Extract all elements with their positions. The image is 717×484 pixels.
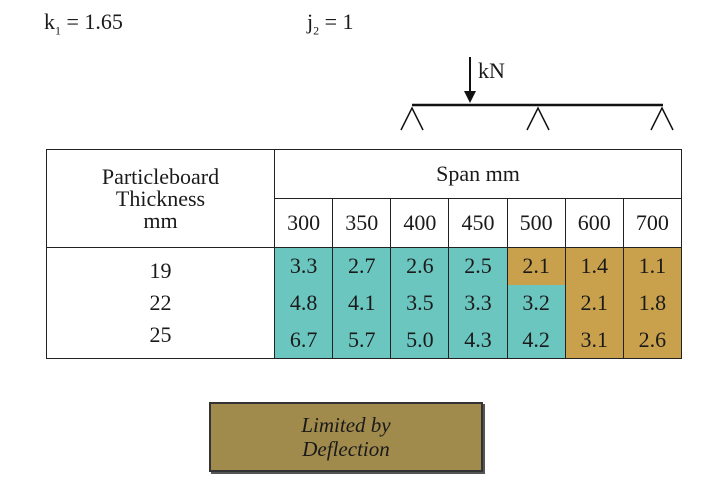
cell-19-300: 3.3	[273, 247, 334, 285]
support-left	[400, 106, 424, 131]
cell-19-600: 1.4	[564, 247, 624, 285]
beam-diagram	[400, 57, 674, 131]
table-row: 19 22 25 3.3 2.7 2.6 2.5 2.1 1.4 1.1	[46, 247, 683, 359]
thickness-22: 22	[149, 290, 172, 316]
span-header: Span mm	[274, 148, 682, 200]
span-400: 400	[390, 198, 450, 249]
cell-22-600: 2.1	[564, 284, 624, 322]
cell-25-300: 6.7	[273, 321, 334, 360]
span-700: 700	[622, 198, 683, 249]
legend-line2: Deflection	[302, 437, 390, 461]
span-table: Particleboard Thickness mm Span mm 300 3…	[46, 148, 683, 360]
span-350: 350	[332, 198, 392, 249]
thickness-19: 19	[149, 258, 172, 284]
cell-22-400: 3.5	[390, 284, 450, 322]
thickness-header: Particleboard Thickness mm	[46, 148, 275, 249]
thickness-25: 25	[149, 322, 172, 348]
cell-22-700: 1.8	[622, 284, 683, 322]
thickness-header-line3: mm	[143, 207, 178, 233]
cell-22-450: 3.3	[448, 284, 508, 322]
cell-25-350: 5.7	[332, 321, 392, 360]
cell-25-700: 2.6	[622, 321, 683, 360]
table-row: 4.8 4.1 3.5 3.3 3.2 2.1 1.8	[47, 284, 683, 322]
span-500: 500	[506, 198, 566, 249]
cell-22-350: 4.1	[332, 284, 392, 322]
load-arrow-head	[464, 91, 476, 103]
thickness-header-line2: Thickness	[115, 185, 206, 211]
table-row: 6.7 5.7 5.0 4.3 4.2 3.1 2.6	[47, 321, 683, 360]
cell-25-450: 4.3	[448, 321, 508, 360]
cell-19-350: 2.7	[332, 247, 392, 285]
load-unit-label: kN	[478, 58, 505, 83]
thickness-header-line1: Particleboard	[101, 163, 220, 189]
span-600: 600	[564, 198, 624, 249]
legend-line1: Limited by	[301, 413, 391, 437]
support-middle	[526, 106, 550, 131]
cell-25-400: 5.0	[390, 321, 450, 360]
cell-19-400: 2.6	[390, 247, 450, 285]
j2-factor: j2 = 1	[307, 9, 354, 38]
cell-25-500: 4.2	[506, 321, 566, 360]
span-450: 450	[448, 198, 508, 249]
cell-25-600: 3.1	[564, 321, 624, 360]
cell-22-300: 4.8	[273, 284, 334, 322]
span-300: 300	[273, 198, 334, 249]
cell-19-500: 2.1	[506, 247, 566, 285]
thickness-values: 19 22 25	[46, 247, 275, 359]
k1-factor: k1 = 1.65	[44, 9, 123, 38]
cell-22-500: 3.2	[506, 284, 566, 322]
legend-limited-by-deflection: Limited by Deflection	[209, 402, 483, 472]
support-right	[650, 106, 674, 131]
cell-19-700: 1.1	[622, 247, 683, 285]
cell-19-450: 2.5	[448, 247, 508, 285]
